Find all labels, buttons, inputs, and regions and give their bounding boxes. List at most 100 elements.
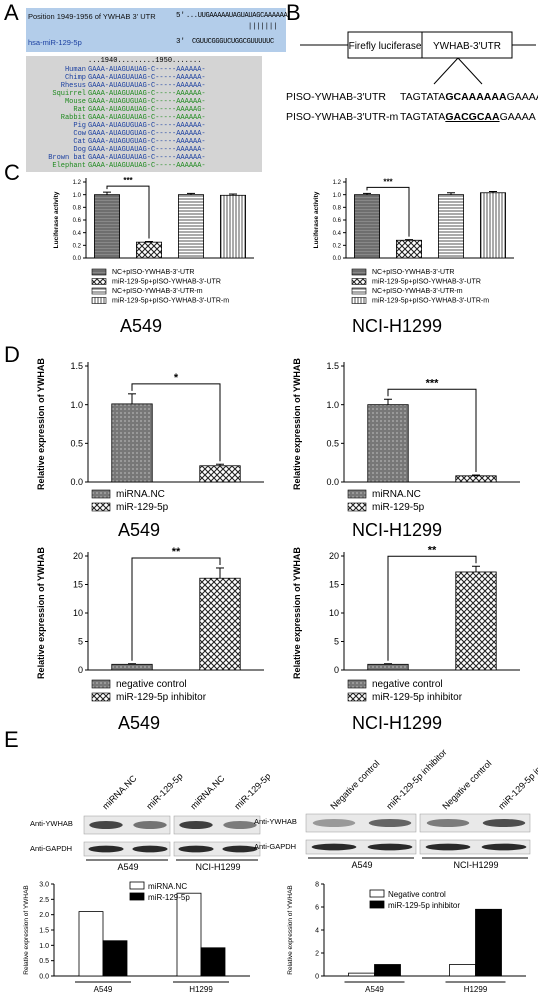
- legend-swatch: [347, 489, 367, 499]
- legend-label: miR-129-5p+pISO-YWHAB-3'-UTR-m: [112, 298, 229, 305]
- bar: [367, 663, 409, 671]
- bar: [136, 241, 163, 259]
- cell-line-label: A549: [117, 862, 138, 870]
- significance-label: ***: [123, 176, 133, 185]
- species-sequence: GAAA-AUAGUAUAG-C-----AAAAAA-: [88, 90, 206, 98]
- y-tick-label: 0.0: [39, 974, 49, 981]
- legend-label: miRNA.NC: [148, 882, 187, 891]
- legend-label: miRNA.NC: [116, 489, 165, 500]
- y-tick-label: 0.0: [73, 256, 82, 262]
- y-tick-label: 1.2: [73, 180, 82, 186]
- luciferase-label: Firefly luciferase: [349, 41, 422, 52]
- y-tick-label: 10: [73, 608, 83, 618]
- gapdh-band: [311, 843, 357, 851]
- x-tick-label: H1299: [464, 985, 488, 994]
- y-tick-label: 0.0: [326, 477, 339, 487]
- ywhab-band: [368, 819, 412, 827]
- species-name: Squirrel: [52, 90, 86, 98]
- blot-quant-mimic: Relative expression of YWHAB 0.0 0.5 1.0 1.5…: [23, 882, 250, 994]
- y-tick-label: 0.5: [326, 438, 339, 448]
- bar: [455, 475, 497, 483]
- species-name: Chimp: [64, 74, 86, 82]
- species-name: Cow: [73, 130, 86, 138]
- bar: [396, 239, 423, 259]
- y-axis-label: Relative expression of YWHAB: [23, 885, 30, 974]
- panel-a-target-box: Position 1949-1956 of YWHAB 3' UTR 5' ..…: [26, 8, 288, 52]
- site-pointer-right: [457, 57, 483, 85]
- panel-label-e: E: [4, 727, 19, 752]
- species-row: Cat GAAA-AUAGUGUAG-C-----AAAAAA-: [26, 138, 262, 146]
- gapdh-band: [481, 843, 527, 851]
- y-tick-label: 1.0: [326, 400, 339, 410]
- significance-label: *: [174, 372, 179, 384]
- species-sequence: GAAA-AUAGUAUAG-C-----AAAAAA-: [88, 74, 206, 82]
- y-axis-label: Relative expression of YWHAB: [36, 547, 46, 679]
- y-tick-label: 0.5: [70, 438, 83, 448]
- species-name: Rat: [73, 106, 86, 114]
- species-sequence: GAAA-AUAGUAUAG-C-----AAAAAA-: [88, 82, 206, 90]
- legend-label: miR-129-5p: [116, 502, 169, 513]
- y-axis-label: Relative expression of YWHAB: [292, 358, 302, 490]
- bar: [177, 194, 204, 259]
- chart-title-c-a549: A549: [120, 316, 163, 336]
- y-axis-label: Luciferase activity: [313, 191, 320, 248]
- western-blot-mimic: miRNA.NC miR-129-5p miRNA.NC miR-129-5pAnti…: [30, 771, 270, 870]
- species-sequence: GAAA-AUAGUAUAG-C-----AAAAAA-: [88, 154, 206, 162]
- ywhab-band: [89, 821, 123, 829]
- species-name: Dog: [73, 146, 86, 154]
- blot-strip: [419, 813, 531, 833]
- wt-seq-site: GCAAAAAA: [445, 91, 507, 103]
- ywhab-band: [312, 819, 356, 827]
- ywhab-band: [133, 821, 167, 829]
- significance-bracket: [366, 186, 410, 237]
- bar: [199, 577, 241, 671]
- alignment-ruler: ...1940.........1950.......: [88, 57, 202, 65]
- y-tick-label: 5: [78, 637, 83, 647]
- species-name: Pig: [73, 122, 86, 130]
- bar: [479, 192, 506, 259]
- species-sequence: GAAA-AUAGUAUAG-C-----AAAAAA-: [88, 66, 206, 74]
- legend-swatch: [91, 287, 107, 295]
- bar: [94, 194, 121, 259]
- legend-swatch: [347, 502, 367, 512]
- luciferase-chart-a549: Luciferase activity 0.0 0.2 0.4 0.6 0.8 1.0 1.2…: [53, 176, 254, 305]
- panel-label-a: A: [4, 0, 19, 25]
- bar: [102, 940, 128, 977]
- y-tick-label: 8: [315, 882, 319, 889]
- lane-label: miRNA.NC: [100, 773, 139, 812]
- y-tick-label: 3.0: [39, 882, 49, 889]
- y-tick-label: 20: [329, 551, 339, 561]
- significance-bracket: [131, 557, 221, 661]
- chart-title-d2-h1299: NCI-H1299: [352, 713, 443, 733]
- lane-label: Negative control: [440, 758, 493, 811]
- wt-seq-prefix: TAGTATA: [400, 91, 446, 103]
- blot-strip: [419, 839, 531, 855]
- gapdh-band: [88, 845, 124, 853]
- legend-label: negative control: [116, 679, 187, 690]
- y-tick-label: 1.0: [333, 193, 342, 199]
- conservation-alignment: ...1940.........1950....... Human GAAA-AU…: [26, 56, 262, 172]
- cell-line-label: NCI-H1299: [195, 862, 240, 870]
- gapdh-band: [425, 843, 471, 851]
- legend-swatch: [91, 502, 111, 512]
- bar: [367, 404, 409, 483]
- ywhab-inhibitor-chart-h1299: Relative expression of YWHAB 0 5 10 15 20 ** ne…: [292, 546, 520, 703]
- cell-line-label: NCI-H1299: [453, 860, 498, 870]
- legend-swatch: [351, 278, 367, 285]
- blot-row-label-gapdh: Anti-GAPDH: [30, 844, 72, 853]
- cell-line-label: A549: [351, 860, 372, 870]
- gapdh-band: [178, 845, 214, 853]
- legend-label: NC+pISO-YWHAB-3'-UTR-m: [372, 288, 463, 295]
- utr-five-prime: 5': [176, 12, 186, 20]
- blot-strip: [83, 841, 171, 857]
- blot-row-label-ywhab: Anti-YWHAB: [254, 817, 297, 826]
- legend-label: NC+pISO-YWHAB-3'-UTR-m: [112, 288, 203, 295]
- bar: [200, 947, 226, 977]
- legend-label: Negative control: [388, 890, 446, 899]
- legend-swatch: [369, 889, 385, 898]
- bar: [449, 964, 476, 977]
- species-sequence: GAAA-AUAGUAUAG-C-----AAAAAA-: [88, 146, 206, 154]
- bar: [475, 908, 502, 977]
- bar: [437, 194, 464, 259]
- blot-row-label-gapdh: Anti-GAPDH: [254, 842, 296, 851]
